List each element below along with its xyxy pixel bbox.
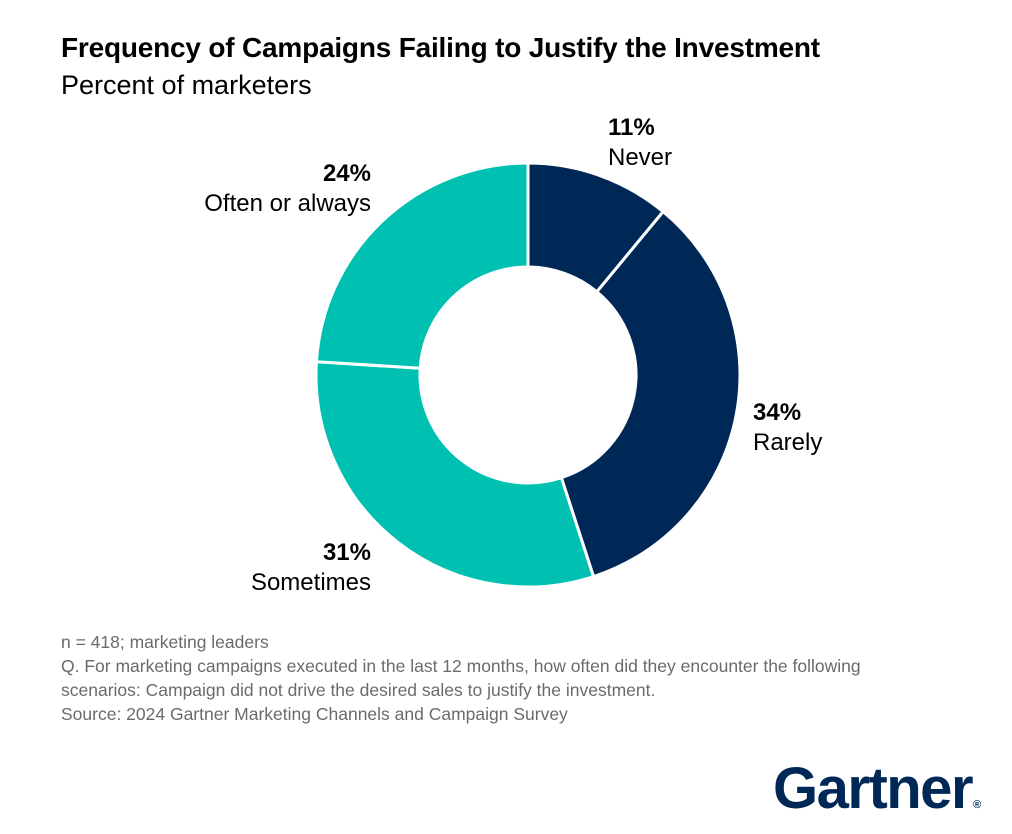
footnote-question-line-2: scenarios: Campaign did not drive the de… <box>61 680 656 700</box>
gartner-logo: Gartner® <box>773 755 981 822</box>
slice-label-often-or-always: 24% Often or always <box>204 159 371 219</box>
slice-value-never: 11% <box>608 114 655 141</box>
slice-value-sometimes: 31% <box>322 539 371 566</box>
slice-label-rarely: 34% Rarely <box>753 398 822 458</box>
slice-name-never: Never <box>608 144 673 171</box>
footnotes: n = 418; marketing leaders Q. For market… <box>61 630 981 726</box>
slice-label-never: 11% Never <box>608 113 672 173</box>
donut-slice-sometimes <box>314 360 596 589</box>
slice-name-rarely: Rarely <box>753 429 823 456</box>
slice-value-rarely: 34% <box>753 399 802 426</box>
chart-subtitle: Percent of marketers <box>61 70 312 100</box>
footnote-question-line-1: Q. For marketing campaigns executed in t… <box>61 656 861 676</box>
slice-label-sometimes: 31% Sometimes <box>251 538 371 598</box>
registered-mark: ® <box>973 799 982 811</box>
footnote-sample-size: n = 418; marketing leaders <box>61 632 269 652</box>
donut-slice-rarely <box>559 209 742 579</box>
footnote-source: Source: 2024 Gartner Marketing Channels … <box>61 704 568 724</box>
slice-name-often-or-always: Often or always <box>204 190 371 217</box>
gartner-logo-text: Gartner <box>773 756 974 821</box>
slice-value-often-or-always: 24% <box>322 160 371 187</box>
slice-name-sometimes: Sometimes <box>250 569 371 596</box>
chart-title: Frequency of Campaigns Failing to Justif… <box>61 32 820 63</box>
donut-slice-often-or-always <box>314 161 530 370</box>
